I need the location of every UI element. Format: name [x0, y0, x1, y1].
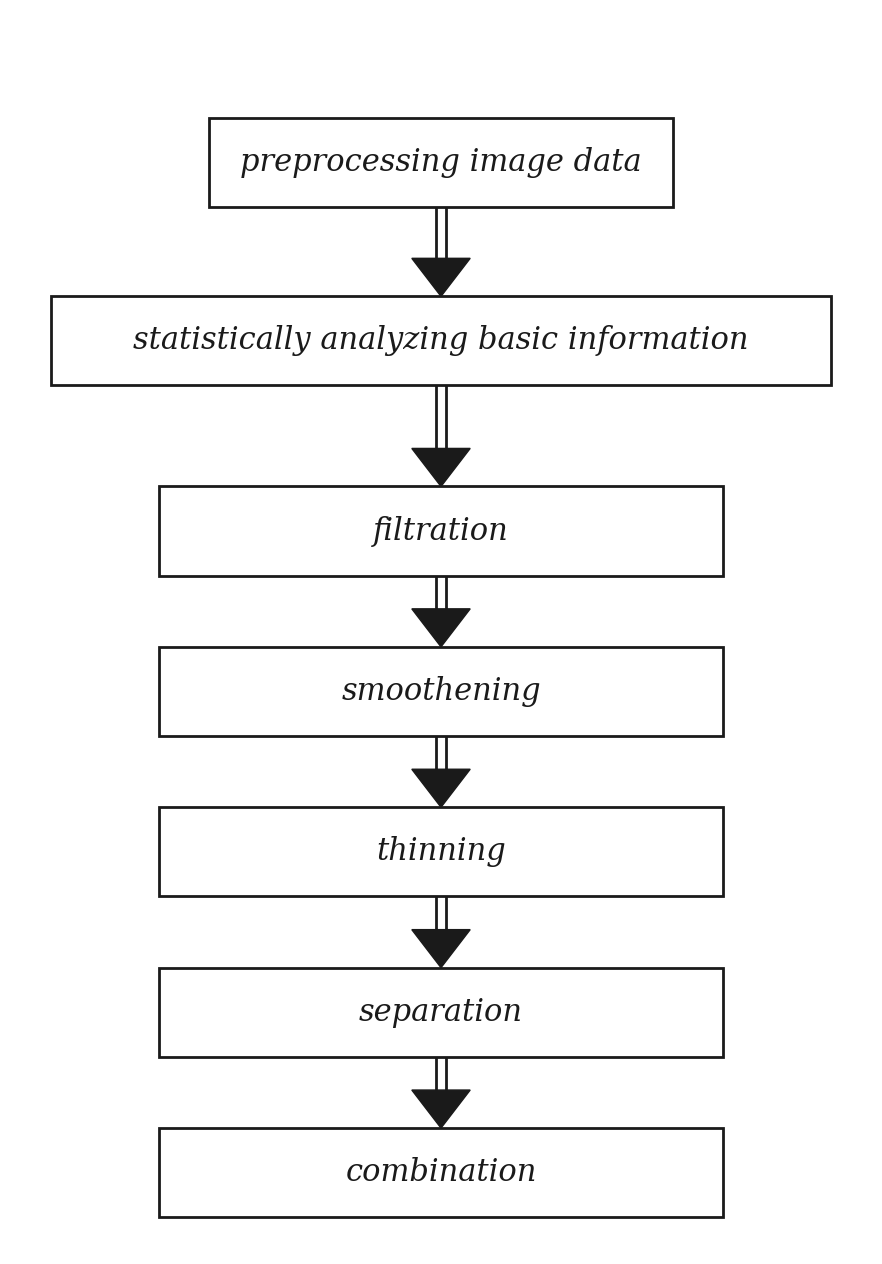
Text: statistically analyzing basic information: statistically analyzing basic informatio… [133, 325, 749, 356]
Text: combination: combination [346, 1157, 536, 1188]
Text: smoothening: smoothening [341, 676, 541, 707]
Text: filtration: filtration [373, 516, 509, 546]
Text: preprocessing image data: preprocessing image data [240, 147, 642, 178]
Bar [159, 808, 723, 896]
Bar [159, 647, 723, 736]
Polygon shape [412, 1090, 470, 1127]
Polygon shape [412, 770, 470, 808]
Polygon shape [412, 929, 470, 968]
Bar [209, 118, 673, 207]
Polygon shape [412, 258, 470, 296]
Text: separation: separation [359, 997, 523, 1028]
Text: thinning: thinning [376, 837, 506, 867]
Bar [51, 296, 831, 386]
Bar [159, 487, 723, 575]
Polygon shape [412, 449, 470, 487]
Polygon shape [412, 609, 470, 647]
Bar [159, 1127, 723, 1217]
Bar [159, 968, 723, 1057]
